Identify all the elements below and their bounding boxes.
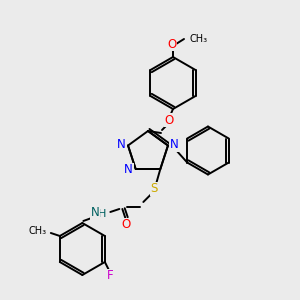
Text: F: F [106, 269, 113, 283]
Text: O: O [122, 218, 131, 232]
Text: O: O [167, 38, 177, 50]
Text: N: N [91, 206, 100, 220]
Text: S: S [151, 182, 158, 196]
Text: H: H [98, 209, 106, 219]
Text: N: N [117, 138, 125, 151]
Text: N: N [169, 138, 178, 151]
Text: O: O [164, 113, 174, 127]
Text: CH₃: CH₃ [29, 226, 47, 236]
Text: CH₃: CH₃ [189, 34, 207, 44]
Text: N: N [124, 164, 133, 176]
